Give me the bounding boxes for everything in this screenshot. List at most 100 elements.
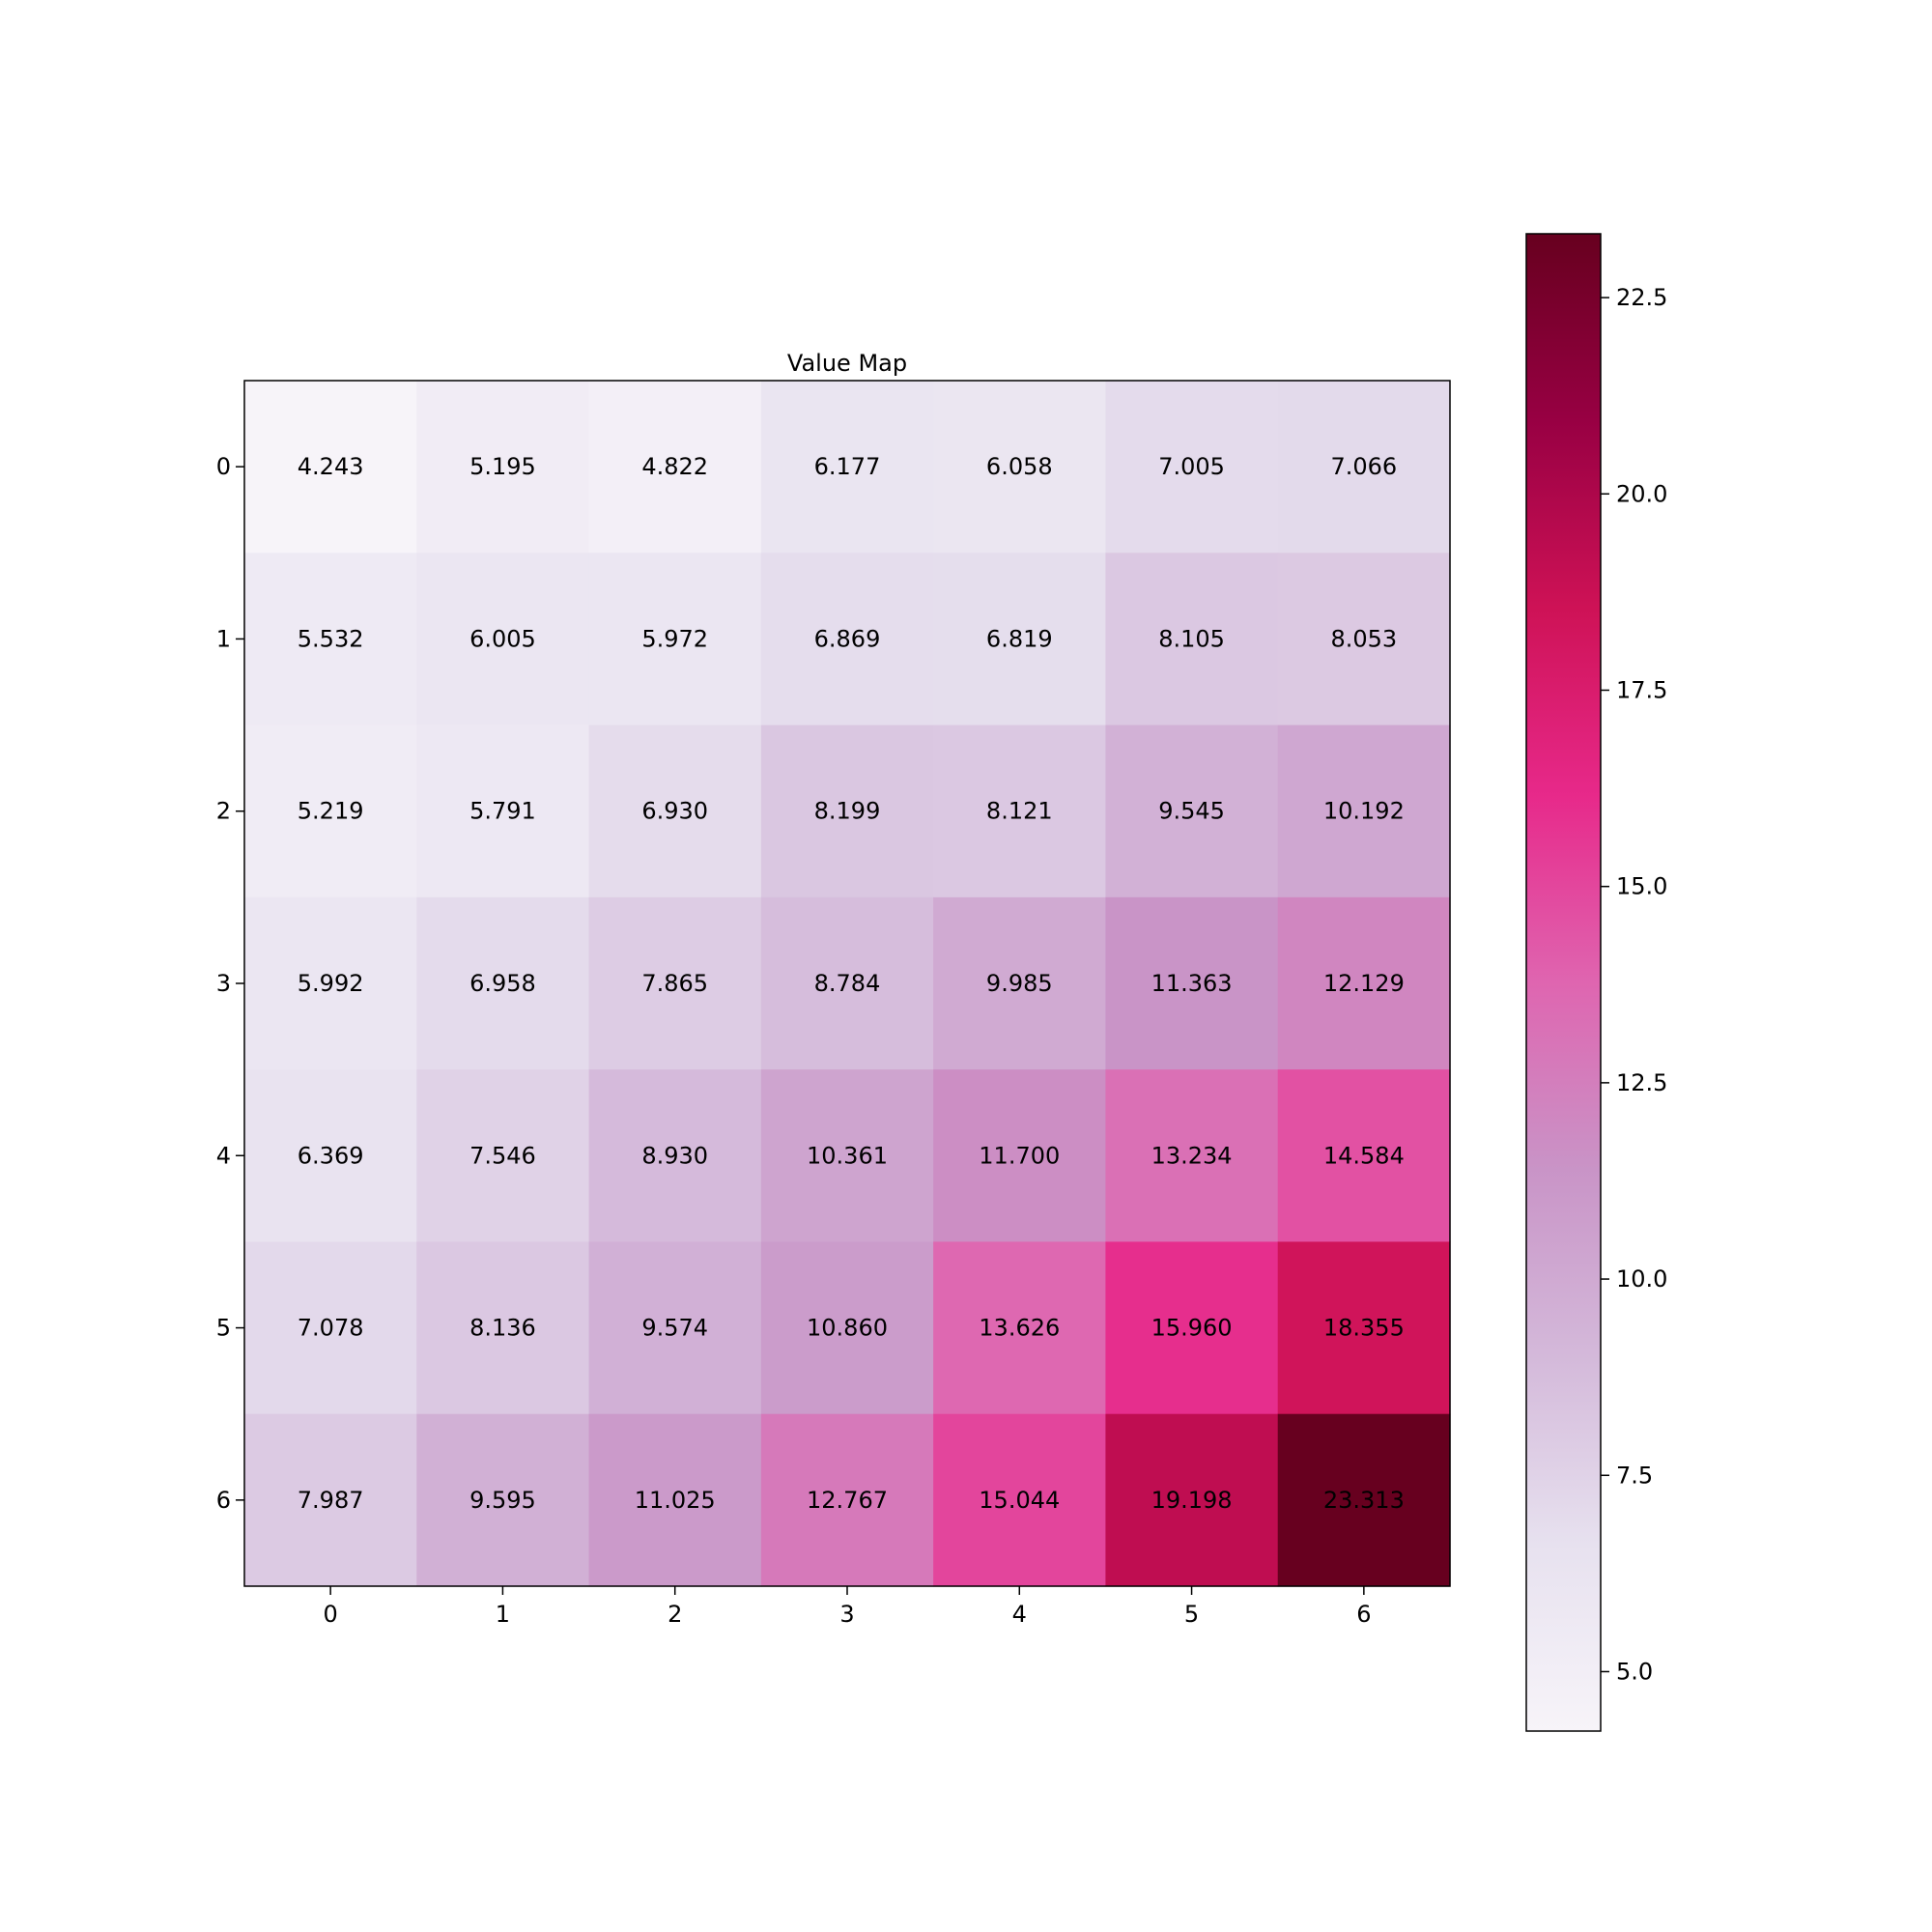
- heatmap-cell: [588, 724, 762, 898]
- colorbar-tick-label: 22.5: [1616, 284, 1667, 311]
- heatmap-cell: [588, 896, 762, 1070]
- cell-value-label: 8.105: [1158, 625, 1225, 652]
- cell-value-label: 19.198: [1151, 1487, 1233, 1514]
- colorbar-tick-label: 17.5: [1616, 676, 1667, 703]
- colorbar-frame: [1525, 233, 1602, 1732]
- heatmap-cell: [588, 1241, 762, 1415]
- heatmap-cell: [1105, 724, 1279, 898]
- heatmap-cell: [1277, 1069, 1451, 1243]
- colorbar: 5.0 7.5 10.0 12.5 15.0 17.5 20.0 22.5: [1525, 233, 1667, 1732]
- heatmap-cell: [760, 1069, 934, 1243]
- heatmap-cell: [244, 381, 417, 554]
- cell-value-label: 8.930: [641, 1142, 708, 1169]
- heatmap-cell: [933, 1413, 1107, 1587]
- y-tick-label: 4: [216, 1142, 231, 1169]
- heatmap-cell: [760, 1241, 934, 1415]
- cell-value-label: 4.243: [298, 453, 364, 480]
- x-tick-label: 3: [839, 1601, 854, 1628]
- heatmap-cell: [760, 724, 934, 898]
- cell-value-label: 12.767: [807, 1487, 888, 1514]
- heatmap-cell: [244, 1413, 417, 1587]
- x-tick-label: 4: [1012, 1601, 1027, 1628]
- cell-value-label: 6.369: [298, 1142, 364, 1169]
- heatmap-cell: [244, 553, 417, 726]
- y-tick-label: 6: [216, 1487, 231, 1514]
- cell-value-label: 8.784: [814, 970, 881, 997]
- heatmap-cell: [416, 1413, 590, 1587]
- heatmap-cell: [416, 1069, 590, 1243]
- cell-value-label: 9.595: [469, 1487, 536, 1514]
- x-tick-label: 0: [324, 1601, 338, 1628]
- heatmap-cell: [760, 553, 934, 726]
- cell-value-label: 7.987: [298, 1487, 364, 1514]
- y-tick-label: 1: [216, 625, 231, 652]
- heatmap-cell: [1277, 553, 1451, 726]
- heatmap-cell: [588, 1069, 762, 1243]
- cell-value-label: 7.546: [469, 1142, 536, 1169]
- cell-value-label: 6.819: [986, 625, 1053, 652]
- cell-value-label: 4.822: [641, 453, 708, 480]
- cell-value-label: 5.791: [469, 798, 536, 825]
- cell-value-label: 15.960: [1151, 1315, 1233, 1342]
- x-tick-label: 6: [1356, 1601, 1371, 1628]
- colorbar-ticks: 5.0 7.5 10.0 12.5 15.0 17.5 20.0 22.5: [1601, 284, 1667, 1685]
- cell-value-label: 8.121: [986, 798, 1053, 825]
- heatmap-cell: [416, 381, 590, 554]
- y-axis: 0 1 2 3 4 5 6: [216, 453, 244, 1514]
- y-tick-label: 0: [216, 453, 231, 480]
- cell-value-label: 10.361: [807, 1142, 888, 1169]
- cell-value-label: 13.234: [1151, 1142, 1233, 1169]
- colorbar-tick-label: 5.0: [1616, 1658, 1653, 1685]
- heatmap-cell: [416, 553, 590, 726]
- heatmap-cell: [1105, 896, 1279, 1070]
- cell-value-label: 8.199: [814, 798, 881, 825]
- cell-value-label: 15.044: [979, 1487, 1060, 1514]
- colorbar-tick-label: 15.0: [1616, 873, 1667, 900]
- chart-title: Value Map: [787, 350, 907, 377]
- colorbar-tick-label: 20.0: [1616, 480, 1667, 507]
- cell-value-label: 6.058: [986, 453, 1053, 480]
- cell-value-label: 7.005: [1158, 453, 1225, 480]
- colorbar-tick-label: 7.5: [1616, 1462, 1653, 1489]
- x-tick-label: 1: [496, 1601, 510, 1628]
- heatmap-cell: [1277, 1413, 1451, 1587]
- cell-value-label: 18.355: [1323, 1315, 1405, 1342]
- heatmap-cell: [1277, 896, 1451, 1070]
- cell-value-label: 9.545: [1158, 798, 1225, 825]
- heatmap-cell: [244, 1069, 417, 1243]
- colorbar-tick-label: 12.5: [1616, 1069, 1667, 1096]
- x-tick-label: 2: [668, 1601, 682, 1628]
- heatmap-cell: [760, 381, 934, 554]
- cell-value-label: 23.313: [1323, 1487, 1405, 1514]
- heatmap-cell: [1105, 1069, 1279, 1243]
- heatmap-cells: 4.243 5.195 4.822 6.177 6.058 7.005 7.066 5.532…: [244, 381, 1451, 1587]
- cell-value-label: 6.177: [814, 453, 881, 480]
- cell-value-label: 7.865: [641, 970, 708, 997]
- heatmap-cell: [244, 1241, 417, 1415]
- cell-value-label: 9.985: [986, 970, 1053, 997]
- cell-value-label: 5.195: [469, 453, 536, 480]
- heatmap-cell: [588, 1413, 762, 1587]
- heatmap-cell: [1105, 1241, 1279, 1415]
- colorbar-tick-label: 10.0: [1616, 1265, 1667, 1293]
- cell-value-label: 7.078: [298, 1315, 364, 1342]
- heatmap-cell: [760, 1413, 934, 1587]
- heatmap-cell: [933, 381, 1107, 554]
- x-tick-label: 5: [1184, 1601, 1199, 1628]
- cell-value-label: 14.584: [1323, 1142, 1405, 1169]
- heatmap-cell: [1277, 1241, 1451, 1415]
- cell-value-label: 8.136: [469, 1315, 536, 1342]
- cell-value-label: 5.219: [298, 798, 364, 825]
- heatmap-cell: [1277, 724, 1451, 898]
- y-tick-label: 2: [216, 798, 231, 825]
- heatmap-cell: [416, 724, 590, 898]
- cell-value-label: 10.192: [1323, 798, 1405, 825]
- heatmap-cell: [933, 896, 1107, 1070]
- heatmap-cell: [1105, 381, 1279, 554]
- cell-value-label: 11.025: [635, 1487, 716, 1514]
- heatmap-cell: [416, 896, 590, 1070]
- cell-value-label: 6.869: [814, 625, 881, 652]
- heatmap-cell: [933, 1069, 1107, 1243]
- heatmap-cell: [588, 381, 762, 554]
